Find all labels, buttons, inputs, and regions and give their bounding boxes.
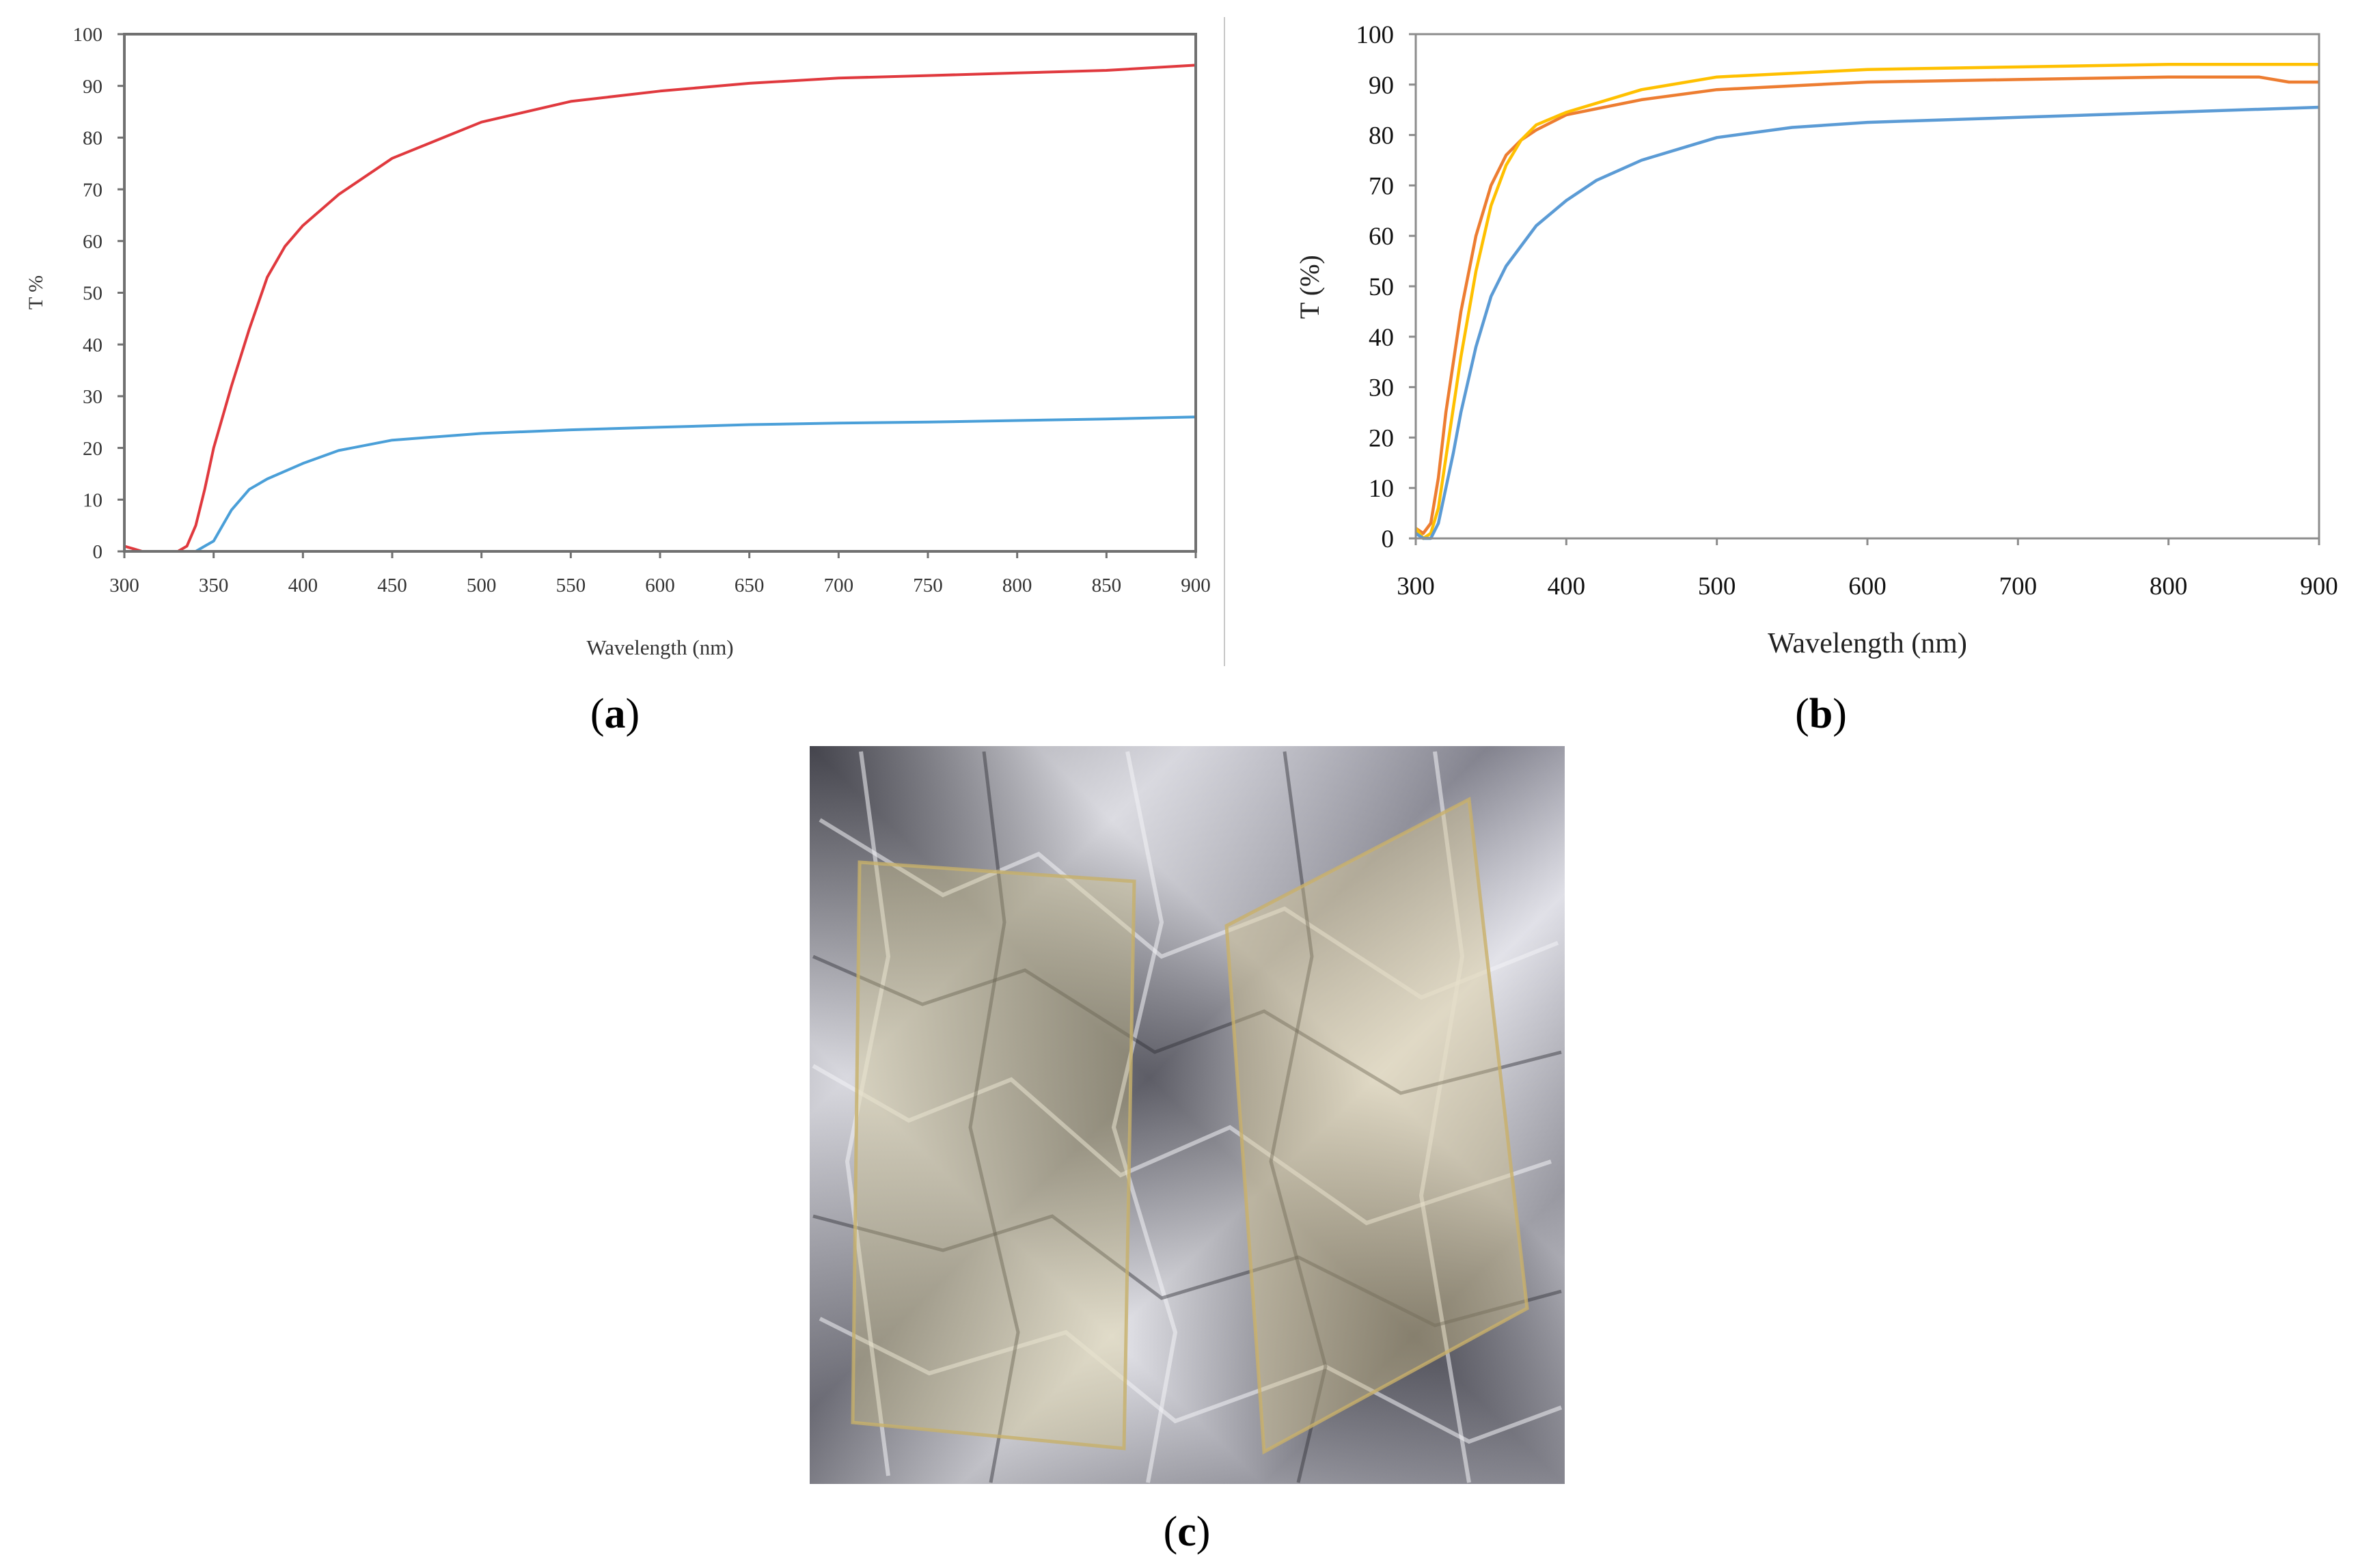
series-group xyxy=(124,64,1196,553)
y-tick-label: 50 xyxy=(1369,273,1394,301)
y-axis-label: T % xyxy=(25,275,47,310)
chart-a: 0 10 20 30 40 50 60 70 80 90 100 300 350 400 450 500 55… xyxy=(25,17,1225,666)
y-axis-ticks: 0 10 20 30 40 50 60 70 80 90 100 xyxy=(73,24,124,563)
y-tick-label: 100 xyxy=(1356,21,1395,49)
series-group xyxy=(1414,63,2320,540)
x-axis-label: Wavelength (nm) xyxy=(1768,628,1967,659)
x-tick-label: 800 xyxy=(2150,573,2188,601)
series-line-2 xyxy=(1414,63,2319,540)
y-tick-label: 100 xyxy=(73,24,103,46)
y-tick-label: 10 xyxy=(1369,475,1394,503)
y-tick-label: 90 xyxy=(83,76,102,98)
y-tick-label: 20 xyxy=(1369,424,1394,452)
panel-label-c: (c) xyxy=(1164,1509,1211,1555)
y-tick-label: 10 xyxy=(83,489,102,511)
plot-frame xyxy=(1414,33,2320,540)
plot-frame xyxy=(123,33,1197,553)
x-tick-label: 700 xyxy=(1999,573,2038,601)
series-line-1 xyxy=(1414,75,2319,535)
x-tick-label: 850 xyxy=(1092,575,1122,596)
series-line-1 xyxy=(124,64,1196,553)
x-tick-label: 450 xyxy=(377,575,407,596)
y-tick-label: 60 xyxy=(83,231,102,253)
x-tick-label: 500 xyxy=(1698,573,1736,601)
x-tick-label: 300 xyxy=(1397,573,1435,601)
y-tick-label: 70 xyxy=(1369,172,1394,200)
y-tick-label: 40 xyxy=(83,334,102,356)
y-tick-label: 80 xyxy=(83,128,102,150)
y-tick-label: 40 xyxy=(1369,324,1394,352)
chart-b: 0 10 20 30 40 50 60 70 80 90 100 300 400 500 600 700 80… xyxy=(1294,21,2338,659)
y-tick-label: 0 xyxy=(1382,525,1395,553)
x-tick-label: 700 xyxy=(824,575,854,596)
photo-films-on-foil xyxy=(810,746,1565,1484)
y-tick-label: 30 xyxy=(83,386,102,408)
y-axis-ticks: 0 10 20 30 40 50 60 70 80 90 100 xyxy=(1356,21,1416,553)
panel-label-b: (b) xyxy=(1795,691,1847,737)
series-line-2 xyxy=(124,415,1196,553)
x-tick-label: 350 xyxy=(199,575,229,596)
x-tick-label: 600 xyxy=(1848,573,1887,601)
x-tick-label: 900 xyxy=(1181,575,1211,596)
y-axis-label: T (%) xyxy=(1294,255,1325,319)
film-sample-right xyxy=(1224,797,1529,1455)
x-axis-ticks: 300 350 400 450 500 550 600 650 700 750 800 850 900 xyxy=(109,551,1211,596)
series-line-3 xyxy=(1414,105,2320,540)
x-tick-label: 900 xyxy=(2300,573,2338,601)
y-tick-label: 20 xyxy=(83,438,102,460)
x-tick-label: 600 xyxy=(645,575,675,596)
y-tick-label: 50 xyxy=(83,283,102,305)
x-axis-label: Wavelength (nm) xyxy=(586,635,733,659)
x-axis-ticks: 300 400 500 600 700 800 900 xyxy=(1397,538,2338,601)
panel-label-a: (a) xyxy=(590,691,640,737)
x-tick-label: 750 xyxy=(913,575,943,596)
x-tick-label: 550 xyxy=(556,575,586,596)
film-sample-left xyxy=(851,860,1136,1450)
x-tick-label: 400 xyxy=(1548,573,1586,601)
x-tick-label: 650 xyxy=(735,575,765,596)
y-tick-label: 60 xyxy=(1369,223,1394,251)
x-tick-label: 300 xyxy=(109,575,139,596)
y-tick-label: 80 xyxy=(1369,122,1394,150)
x-tick-label: 800 xyxy=(1002,575,1032,596)
x-tick-label: 400 xyxy=(288,575,318,596)
y-tick-label: 0 xyxy=(93,541,103,563)
x-tick-label: 500 xyxy=(467,575,497,596)
y-tick-label: 70 xyxy=(83,179,102,201)
y-tick-label: 30 xyxy=(1369,374,1394,402)
y-tick-label: 90 xyxy=(1369,72,1394,100)
